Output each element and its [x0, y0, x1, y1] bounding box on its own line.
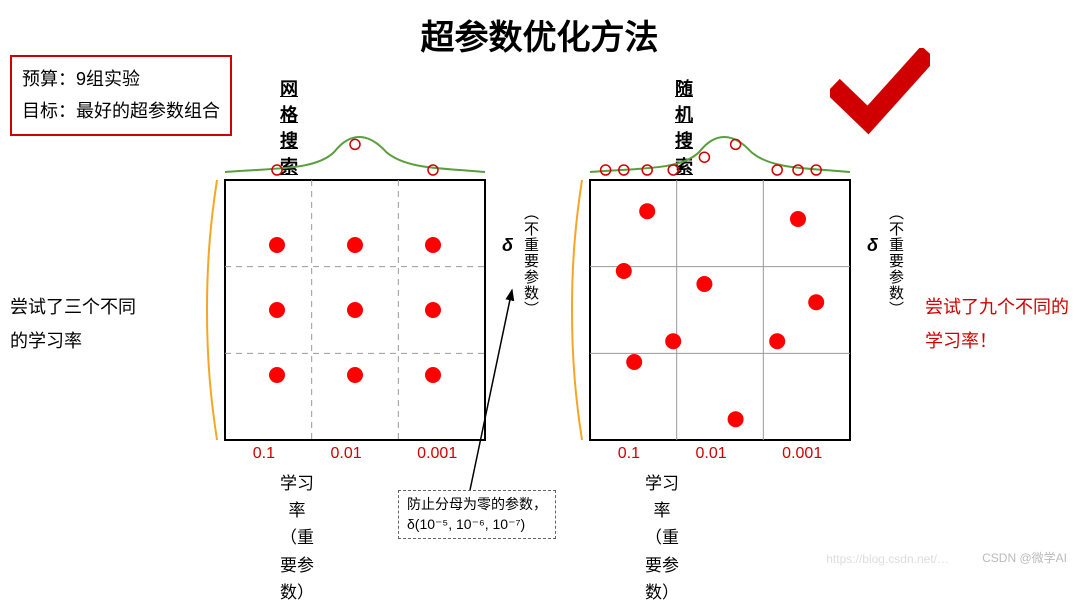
x-tick: 0.01 — [331, 445, 362, 463]
x-tick: 0.1 — [618, 445, 640, 463]
delta-note-box: 防止分母为零的参数， δ(10⁻⁵, 10⁻⁶, 10⁻⁷) — [398, 490, 556, 539]
watermark: CSDN @微学AI — [982, 549, 1067, 566]
x-label-line2: （重要参数） — [280, 524, 314, 606]
grid-note: 尝试了三个不同的学习率 — [10, 290, 150, 358]
x-tick: 0.1 — [253, 445, 275, 463]
grid-search-chart — [190, 105, 500, 445]
random-note: 尝试了九个不同的学习率！ — [925, 290, 1075, 358]
x-label-line2: （重要参数） — [645, 524, 679, 606]
random-y-symbol: δ — [860, 235, 885, 256]
x-label-line1: 学习率 — [645, 470, 679, 524]
random-x-ticks: 0.1 0.01 0.001 — [590, 445, 850, 463]
random-y-label: （不重要参数） — [885, 205, 906, 365]
x-tick: 0.001 — [782, 445, 822, 463]
watermark-url: https://blog.csdn.net/… — [826, 552, 949, 566]
x-label-line1: 学习率 — [280, 470, 314, 524]
x-tick: 0.001 — [417, 445, 457, 463]
random-search-chart — [555, 105, 865, 445]
x-tick: 0.01 — [696, 445, 727, 463]
grid-x-ticks: 0.1 0.01 0.001 — [225, 445, 485, 463]
page-title: 超参数优化方法 — [421, 10, 659, 59]
budget-line1: 预算：9组实验 — [22, 63, 220, 95]
grid-y-label: （不重要参数） — [520, 205, 541, 365]
random-x-label: 学习率 （重要参数） — [645, 470, 679, 606]
delta-note-line2: δ(10⁻⁵, 10⁻⁶, 10⁻⁷) — [407, 515, 547, 535]
grid-x-label: 学习率 （重要参数） — [280, 470, 314, 606]
delta-note-line1: 防止分母为零的参数， — [407, 495, 547, 515]
grid-y-symbol: δ — [495, 235, 520, 256]
